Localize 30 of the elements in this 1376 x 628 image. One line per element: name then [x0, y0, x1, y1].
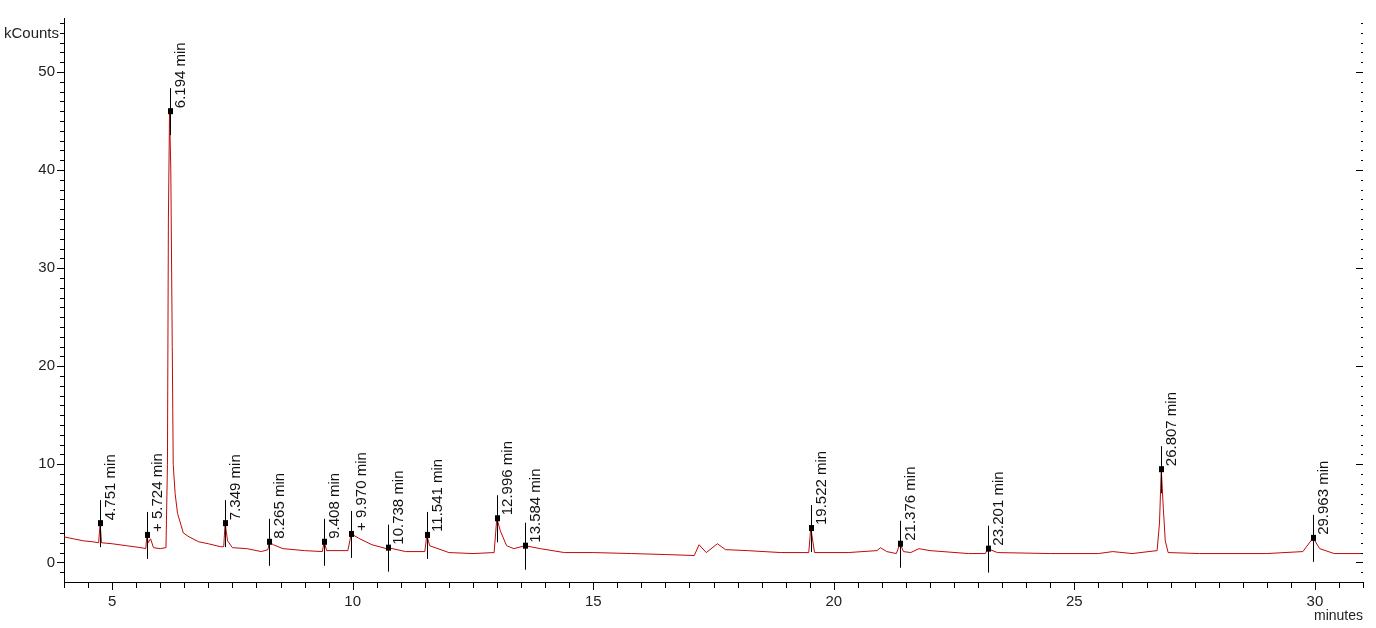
y-tick-label: 40: [38, 160, 55, 178]
x-tick-label: 10: [344, 592, 362, 610]
x-tick-label: 15: [584, 592, 602, 610]
y-tick-label: 20: [38, 356, 55, 374]
y-tick-label: 30: [38, 258, 55, 276]
annotation: 13.584 min: [526, 468, 544, 543]
annotation: + 9.970 min: [352, 452, 370, 531]
annotation: 21.376 min: [901, 466, 919, 541]
y-tick-label: 0: [46, 552, 55, 570]
annotation: 6.194 min: [171, 42, 189, 109]
x-tick-label: 20: [825, 592, 843, 610]
y-tick-label: 50: [38, 62, 55, 80]
annotation: 19.522 min: [812, 450, 830, 526]
annotation: + 5.724 min: [148, 453, 166, 532]
annotation: 8.265 min: [270, 472, 288, 539]
annotation: 12.996 min: [498, 441, 516, 516]
x-tick-label: 25: [1065, 592, 1083, 610]
x-axis-title: minutes: [1313, 607, 1363, 624]
y-axis-title: kCounts: [3, 24, 59, 42]
annotation: 29.963 min: [1314, 460, 1332, 535]
annotation: 11.541 min: [428, 458, 446, 532]
x-tick-label: 30: [1306, 592, 1324, 610]
annotation: 26.807 min: [1162, 391, 1180, 467]
y-tick-label: 10: [38, 454, 55, 472]
annotation: 23.201 min: [989, 471, 1007, 546]
annotation: 9.408 min: [325, 472, 343, 539]
annotation: 4.751 min: [101, 454, 119, 521]
x-tick-label: 5: [107, 592, 117, 610]
annotation: 10.738 min: [389, 470, 407, 545]
annotation: 7.349 min: [226, 454, 244, 521]
